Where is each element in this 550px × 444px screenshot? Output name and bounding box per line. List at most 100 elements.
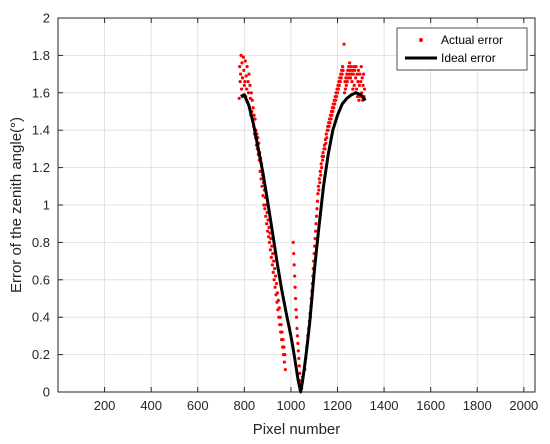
actual-error-point	[242, 68, 246, 72]
actual-error-point	[359, 79, 363, 84]
actual-error-point	[270, 263, 274, 267]
actual-error-point	[265, 222, 269, 226]
actual-error-point	[359, 65, 363, 69]
actual-error-point	[269, 255, 273, 259]
y-tick-label: 0.6	[32, 272, 50, 287]
actual-error-point	[355, 72, 359, 76]
actual-error-point	[344, 76, 348, 80]
actual-error-point	[283, 353, 287, 357]
actual-error-point	[317, 177, 321, 181]
actual-error-point	[270, 244, 274, 248]
actual-error-point	[357, 83, 361, 87]
actual-error-point	[245, 87, 249, 91]
actual-error-point	[298, 371, 302, 375]
actual-error-point	[341, 68, 345, 72]
series-layer	[237, 42, 367, 394]
actual-error-point	[358, 72, 362, 76]
x-tick-label: 1800	[463, 398, 492, 413]
actual-error-point	[241, 55, 245, 59]
actual-error-point	[351, 72, 355, 76]
actual-error-point	[347, 72, 351, 76]
actual-error-point	[244, 74, 248, 78]
actual-error-point	[335, 91, 340, 95]
y-tick-label: 2	[43, 11, 50, 26]
actual-error-point	[356, 79, 360, 84]
actual-error-point	[318, 180, 322, 185]
tick-labels: 200 400 600 800 1000 1200 1400 1600 1800 2000 0 0.2…	[32, 11, 538, 414]
actual-error-point	[282, 360, 286, 364]
actual-error-point	[350, 79, 354, 84]
actual-error-point	[320, 166, 324, 170]
actual-error-point	[348, 61, 352, 65]
actual-error-point	[260, 184, 264, 188]
actual-error-point	[297, 364, 301, 368]
actual-error-point	[238, 65, 242, 69]
y-tick-label: 0.2	[32, 347, 50, 362]
actual-error-point	[293, 274, 297, 278]
actual-error-point	[249, 91, 253, 95]
y-axis-title: Error of the zenith angle(°)	[8, 117, 25, 293]
actual-error-point	[272, 278, 276, 282]
actual-error-point	[357, 98, 361, 102]
actual-error-point	[273, 285, 277, 289]
actual-error-point	[293, 296, 298, 301]
actual-error-point	[362, 87, 367, 91]
actual-error-point	[292, 263, 296, 267]
actual-error-point	[272, 259, 276, 263]
actual-error-point	[281, 338, 285, 342]
actual-error-point	[252, 113, 256, 117]
actual-error-point	[334, 98, 338, 102]
actual-error-point	[275, 291, 280, 295]
y-tick-label: 0.8	[32, 235, 50, 250]
y-tick-label: 1.8	[32, 48, 50, 63]
actual-error-point	[355, 94, 360, 99]
actual-error-point	[269, 237, 273, 241]
actual-error-point	[313, 237, 317, 241]
actual-error-point	[348, 76, 353, 80]
legend-label-actual-error: Actual error	[441, 33, 503, 47]
actual-error-point	[292, 252, 296, 256]
actual-error-point	[321, 151, 325, 155]
actual-error-point	[239, 72, 243, 76]
actual-error-point	[321, 154, 326, 158]
actual-error-point	[268, 231, 272, 235]
ticks	[58, 17, 535, 393]
actual-error-point	[342, 42, 346, 46]
legend: Actual error Ideal error	[396, 27, 528, 71]
y-tick-label: 1.2	[32, 160, 50, 175]
actual-error-point	[354, 76, 358, 80]
actual-error-point	[239, 53, 243, 58]
actual-error-point	[297, 356, 301, 360]
actual-error-point	[331, 109, 335, 114]
actual-error-point	[282, 345, 286, 349]
actual-error-point	[340, 72, 344, 76]
x-tick-label: 400	[140, 398, 162, 413]
actual-error-point	[268, 248, 273, 252]
actual-error-point	[324, 132, 328, 136]
actual-error-point	[329, 117, 333, 121]
x-tick-label: 1400	[370, 398, 399, 413]
actual-error-point	[346, 68, 350, 72]
actual-error-point	[314, 214, 319, 218]
legend-marker-actual-error	[419, 38, 423, 42]
actual-error-point	[325, 136, 329, 140]
y-tick-label: 1.6	[32, 85, 50, 100]
actual-error-point	[338, 79, 342, 84]
actual-error-point	[354, 65, 358, 69]
actual-error-point	[279, 323, 283, 327]
actual-error-point	[251, 106, 255, 110]
actual-error-point	[337, 83, 341, 87]
actual-error-point	[267, 225, 271, 230]
actual-error-point	[352, 83, 356, 87]
actual-error-point	[315, 199, 320, 203]
actual-error-point	[360, 76, 364, 80]
actual-error-point	[271, 252, 275, 256]
x-tick-label: 800	[233, 398, 255, 413]
y-tick-label: 1.4	[32, 123, 50, 138]
actual-error-point	[345, 79, 349, 84]
actual-error-point	[271, 270, 275, 274]
actual-error-point	[348, 68, 352, 72]
actual-error-point	[349, 65, 353, 69]
actual-error-point	[259, 177, 263, 181]
